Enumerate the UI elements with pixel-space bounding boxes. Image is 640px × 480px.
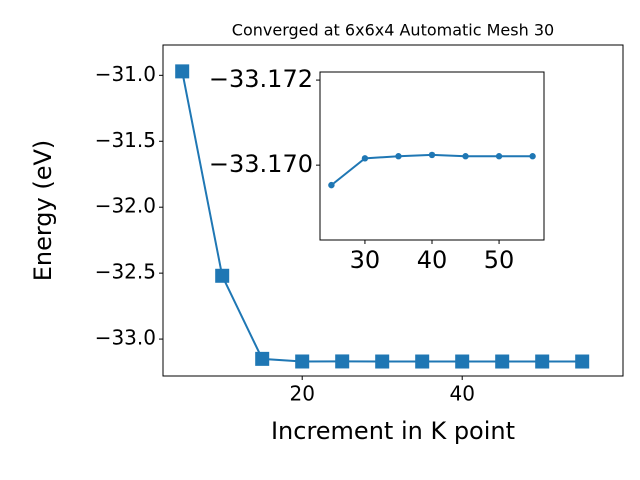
y-tick-label: −32.0 xyxy=(95,194,156,218)
marker xyxy=(295,354,310,369)
y-tick-label: −32.5 xyxy=(95,260,156,284)
marker xyxy=(535,354,550,369)
marker xyxy=(462,153,469,160)
x-tick-label: 20 xyxy=(289,382,314,406)
marker xyxy=(361,155,369,162)
marker xyxy=(255,351,270,366)
y-tick-label: −33.0 xyxy=(95,326,156,350)
marker xyxy=(395,153,402,160)
x-tick-label: 40 xyxy=(449,382,474,406)
marker xyxy=(335,354,350,369)
y-tick-label: −33.170 xyxy=(209,150,313,178)
y-tick-label: −31.5 xyxy=(95,128,156,152)
marker xyxy=(415,354,430,369)
marker xyxy=(455,354,470,369)
y-tick-label: −33.172 xyxy=(209,65,313,93)
marker xyxy=(215,268,230,283)
x-tick-label: 30 xyxy=(350,246,381,274)
marker xyxy=(495,354,510,369)
x-tick-label: 40 xyxy=(417,246,448,274)
marker xyxy=(375,354,390,369)
y-tick-label: −31.0 xyxy=(95,62,156,86)
marker xyxy=(529,153,536,160)
marker xyxy=(428,151,436,159)
marker xyxy=(328,181,335,189)
y-axis-label: Energy (eV) xyxy=(29,140,57,282)
marker xyxy=(175,64,190,79)
marker xyxy=(575,354,590,369)
x-axis-label: Increment in K point xyxy=(271,417,515,445)
x-tick-label: 50 xyxy=(484,246,515,274)
chart-title: Converged at 6x6x4 Automatic Mesh 30 xyxy=(232,21,554,40)
marker xyxy=(495,153,503,160)
